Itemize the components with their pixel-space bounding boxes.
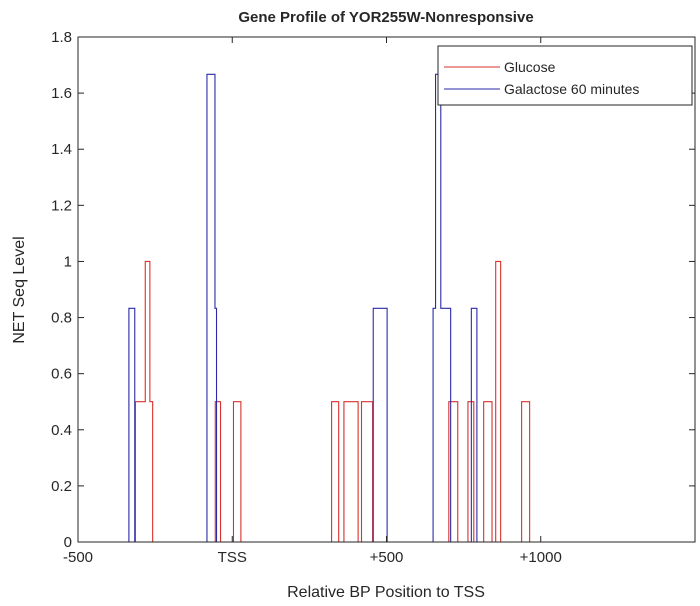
- y-tick-label: 1.8: [51, 29, 72, 46]
- legend-label-galactose: Galactose 60 minutes: [504, 81, 639, 97]
- legend: Glucose Galactose 60 minutes: [437, 45, 693, 106]
- y-tick-label: 1.6: [51, 85, 72, 102]
- y-axis-label: NET Seq Level: [11, 236, 28, 343]
- series-layer: [78, 73, 541, 543]
- plot-area-border: [77, 36, 696, 543]
- series-line-galactose: [78, 73, 541, 543]
- x-tick-label: +500: [370, 549, 404, 566]
- y-tick-label: 0.4: [51, 422, 72, 439]
- chart-title: Gene Profile of YOR255W-Nonresponsive: [238, 9, 533, 26]
- y-tick-label: 1: [64, 253, 72, 270]
- legend-box: [437, 45, 693, 106]
- y-tick-label: 1.4: [51, 141, 72, 158]
- y-tick-label: 0.8: [51, 310, 72, 327]
- y-tick-label: 0.2: [51, 478, 72, 495]
- axis-ticks: -500 TSS +500 +1000 0 0.2 0.4 0.6 0.8 1 1.2 1.4 1.6 1…: [51, 29, 696, 566]
- y-tick-label: 0: [64, 534, 72, 551]
- legend-label-glucose: Glucose: [504, 59, 556, 75]
- x-tick-label: -500: [63, 549, 93, 566]
- x-tick-label: +1000: [520, 549, 562, 566]
- y-tick-label: 0.6: [51, 366, 72, 383]
- y-tick-label: 1.2: [51, 197, 72, 214]
- x-tick-label: TSS: [218, 549, 247, 566]
- x-axis-label: Relative BP Position to TSS: [287, 584, 485, 601]
